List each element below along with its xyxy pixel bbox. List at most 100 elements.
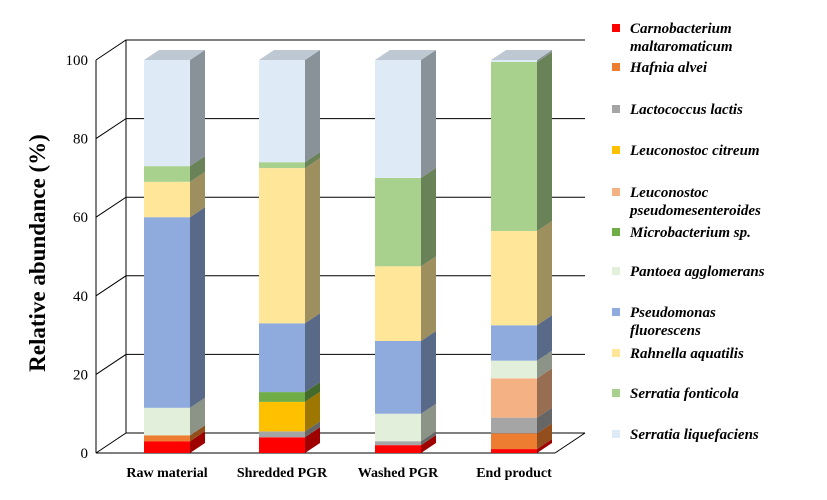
bar-segment bbox=[144, 207, 205, 408]
bar-segment bbox=[259, 313, 320, 393]
bar-segment-side bbox=[305, 313, 320, 393]
legend-swatch bbox=[612, 430, 620, 438]
bar-segment-front bbox=[491, 61, 537, 231]
bars-layer bbox=[144, 50, 552, 453]
bar-segment bbox=[259, 382, 320, 402]
bar-segment-side bbox=[190, 50, 205, 167]
bar-segment-front bbox=[259, 323, 305, 393]
bar-segment-side bbox=[305, 421, 320, 438]
legend-swatch bbox=[612, 308, 620, 316]
bar-segment-side bbox=[537, 220, 552, 326]
bar-segment-front bbox=[259, 60, 305, 163]
bar-segment-side bbox=[421, 330, 436, 414]
bar-segment-side bbox=[537, 51, 552, 231]
bar-segment-side bbox=[537, 407, 552, 434]
bar-segment-front bbox=[491, 449, 537, 453]
bar-segment-front bbox=[259, 431, 305, 438]
x-tick-label: End product bbox=[476, 466, 552, 481]
bar-segment-side bbox=[190, 156, 205, 182]
legend-entry: Rahnella aquatilis bbox=[612, 346, 744, 362]
legend-swatch bbox=[612, 349, 620, 357]
bar-segment-front bbox=[259, 401, 305, 432]
bar-segment-front bbox=[375, 266, 421, 341]
bar-segment bbox=[144, 50, 205, 167]
legend-swatch bbox=[612, 267, 620, 275]
bar-segment-front bbox=[259, 437, 305, 453]
legend-swatch bbox=[612, 389, 620, 397]
bar-segment-front bbox=[144, 435, 190, 442]
bar-segment-front bbox=[144, 441, 190, 453]
bar-segment bbox=[491, 220, 552, 326]
bar-segment bbox=[491, 315, 552, 361]
bar-segment-side bbox=[190, 425, 205, 442]
bar-segment-front bbox=[259, 168, 305, 324]
bar-segment-front bbox=[259, 162, 305, 169]
legend-entry: Carnobacterium maltaromaticum bbox=[612, 21, 733, 55]
bar-segment-side bbox=[421, 50, 436, 178]
bar-segment-side bbox=[421, 256, 436, 341]
legend-label: Hafnia alvei bbox=[629, 60, 708, 76]
y-tick-label: 20 bbox=[73, 367, 88, 383]
y-tick-label: 0 bbox=[81, 446, 89, 462]
bar-segment bbox=[375, 330, 436, 414]
y-tick-label: 40 bbox=[73, 289, 88, 305]
bar-top bbox=[375, 50, 436, 60]
floor-edge bbox=[554, 432, 586, 454]
legend-entry: Leuconostoc citreum bbox=[612, 143, 760, 159]
y-tick-label: 80 bbox=[73, 132, 88, 148]
bar-segment bbox=[259, 152, 320, 169]
bar-segment bbox=[491, 368, 552, 418]
grid-layer bbox=[95, 39, 585, 454]
y-tick-label: 60 bbox=[73, 210, 88, 226]
legend-entry: Hafnia alvei bbox=[612, 60, 708, 76]
bar-segment-side bbox=[421, 435, 436, 453]
legend-label: Rahnella aquatilis bbox=[629, 346, 744, 362]
bar-segment bbox=[491, 407, 552, 434]
bar-segment bbox=[144, 171, 205, 218]
bar-segment-front bbox=[491, 417, 537, 434]
legend-entry: Serratia fonticola bbox=[612, 386, 739, 402]
bar-segment-front bbox=[144, 181, 190, 218]
bar-segment-front bbox=[375, 413, 421, 442]
bar-segment bbox=[375, 50, 436, 178]
bar-segment bbox=[259, 427, 320, 453]
bar-segment-side bbox=[537, 423, 552, 450]
bar-segment bbox=[259, 158, 320, 324]
legend-swatch bbox=[612, 63, 620, 71]
legend-entry: Serratia liquefaciens bbox=[612, 427, 759, 443]
bar-segment-side bbox=[190, 397, 205, 436]
legend-label: Serratia fonticola bbox=[630, 386, 739, 402]
y-axis-title: Relative abundance (%) bbox=[25, 134, 50, 372]
bar-segment-side bbox=[305, 158, 320, 324]
bar-segment-front bbox=[491, 325, 537, 361]
bar-segment bbox=[144, 397, 205, 436]
bar-segment-front bbox=[375, 445, 421, 453]
bar-segment-front bbox=[375, 340, 421, 414]
bar-segment bbox=[375, 435, 436, 453]
bar-segment bbox=[375, 256, 436, 341]
bar-segment bbox=[259, 421, 320, 438]
bar-segment bbox=[144, 431, 205, 453]
bar-segment-side bbox=[537, 350, 552, 379]
bar-segment bbox=[491, 439, 552, 453]
bar-segment-side bbox=[537, 368, 552, 418]
bar-segment bbox=[259, 50, 320, 163]
bar-segment bbox=[375, 167, 436, 267]
legend-label: Pseudomonas fluorescens bbox=[630, 305, 716, 339]
bar-segment-side bbox=[190, 207, 205, 408]
bar-top bbox=[491, 50, 552, 60]
legend-entry: Microbacterium sp. bbox=[612, 225, 751, 241]
legend-entry: Leuconostoc pseudomesenteroides bbox=[612, 185, 761, 219]
bar-segment-front bbox=[375, 441, 421, 446]
legend-label: Microbacterium sp. bbox=[629, 225, 751, 241]
bar-segment-side bbox=[537, 50, 552, 62]
bar-segment-front bbox=[144, 217, 190, 408]
legend-label: Pantoea agglomerans bbox=[630, 264, 765, 280]
legend-label: Carnobacterium maltaromaticum bbox=[630, 21, 733, 55]
bar-top bbox=[144, 50, 205, 60]
bar-segment-front bbox=[491, 433, 537, 450]
bar-segment-front bbox=[491, 230, 537, 326]
bar-segment-front bbox=[375, 60, 421, 178]
bar-segment-front bbox=[259, 392, 305, 402]
